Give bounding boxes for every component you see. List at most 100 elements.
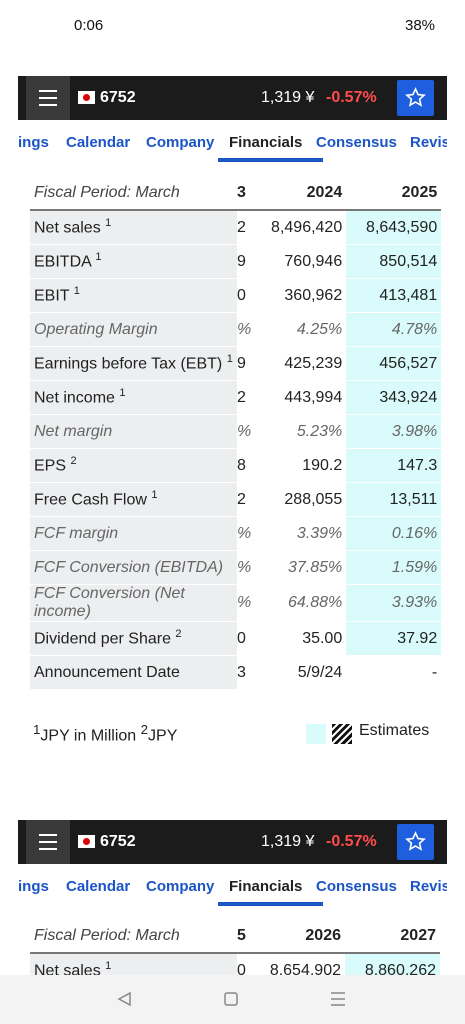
cell: 0: [237, 953, 250, 975]
app-header: 6752 1,319 ¥ -0.57%: [18, 76, 447, 120]
header-row: Fiscal Period: March 5 2026 2027: [30, 920, 440, 954]
row-label: EBIT 1: [30, 278, 237, 313]
row-label: Dividend per Share 2: [30, 621, 237, 656]
footnote-ref: 2: [175, 628, 182, 641]
cell: 443,994: [251, 380, 347, 415]
menu-button[interactable]: [26, 76, 70, 120]
label-text: Net income: [34, 389, 115, 407]
app-header: 6752 1,319 ¥ -0.57%: [18, 820, 447, 864]
tab[interactable]: Revisi: [410, 878, 447, 895]
footnote-text: JPY: [148, 727, 178, 745]
financials-table: Fiscal Period: March 3 2024 2025 Net sales 1…: [30, 177, 442, 690]
ticker: 6752: [100, 833, 136, 850]
cell: 9: [237, 346, 252, 381]
column-header: Fiscal Period: March: [30, 177, 237, 211]
cell: 0.16%: [346, 516, 442, 551]
cell: 3.93%: [346, 584, 442, 622]
footnote-ref: 1: [105, 217, 112, 230]
row-label: Free Cash Flow 1: [30, 482, 237, 517]
watchlist-button[interactable]: [397, 80, 434, 116]
price: 1,319 ¥: [261, 833, 315, 850]
cell: 37.92: [346, 621, 442, 656]
cell: 0: [237, 278, 252, 313]
flag: [78, 835, 95, 848]
row-label: Net margin: [30, 414, 237, 449]
label-text: FCF Conversion (Net income): [34, 585, 185, 620]
cell: 4.78%: [346, 312, 442, 347]
cell: 147.3: [346, 448, 442, 483]
tab[interactable]: Revisi: [410, 134, 447, 151]
row-label: FCF Conversion (EBITDA): [30, 550, 237, 585]
label-text: Earnings before Tax (EBT): [34, 355, 223, 373]
tab[interactable]: Company: [146, 878, 215, 895]
cell: 35.00: [251, 621, 347, 656]
menu-button[interactable]: [26, 820, 70, 864]
tabs: ings Calendar Company Financials Consensus Re…: [18, 124, 447, 162]
table-row: FCF margin% 3.39% 0.16%: [30, 516, 442, 551]
time: 0:06: [74, 17, 104, 34]
cell: 3: [237, 655, 252, 690]
cell: 343,924: [346, 380, 442, 415]
row-label: EPS 2: [30, 448, 237, 483]
legend-text: Estimates: [359, 722, 430, 739]
footnote-mark: 2: [140, 722, 149, 737]
change: -0.57%: [326, 833, 377, 850]
tab[interactable]: Consensus: [316, 878, 397, 895]
nav-bar: [0, 975, 465, 1024]
cell: 456,527: [346, 346, 442, 381]
table-row: Dividend per Share 2 0 35.00 37.92: [30, 621, 442, 656]
tab[interactable]: Company: [146, 134, 215, 151]
label-text: FCF Conversion (EBITDA): [34, 558, 224, 576]
watchlist-button[interactable]: [397, 824, 434, 860]
footnote-ref: 2: [70, 455, 77, 468]
label-text: Operating Margin: [34, 320, 158, 338]
table-row: EBITDA 1 9 760,946 850,514: [30, 244, 442, 279]
tab[interactable]: ings: [18, 878, 49, 895]
tab[interactable]: ings: [18, 134, 49, 151]
table-row: Net margin% 5.23% 3.98%: [30, 414, 442, 449]
cell: %: [237, 584, 252, 622]
footnote-ref: 1: [151, 489, 158, 502]
cell: %: [237, 414, 252, 449]
table-row: FCF Conversion (Net income)% 64.88% 3.93%: [30, 584, 442, 622]
table-row: Net income 1 2 443,994 343,924: [30, 380, 442, 415]
cell: 64.88%: [251, 584, 347, 622]
label-text: Dividend per Share: [34, 630, 171, 648]
financials-table: Fiscal Period: March 5 2026 2027 Net sales 1…: [30, 920, 440, 975]
label-text: FCF margin: [34, 524, 119, 542]
column-header: 2024: [251, 177, 347, 211]
tab[interactable]: Calendar: [66, 134, 131, 151]
row-label: Net sales 1: [30, 953, 237, 975]
row-label: FCF margin: [30, 516, 237, 551]
label-text: Net sales: [34, 219, 101, 237]
column-header: 2025: [346, 177, 442, 211]
column-header: Fiscal Period: March: [30, 920, 237, 954]
tab-underline: [218, 158, 323, 162]
battery: 38%: [405, 17, 436, 34]
cell: 850,514: [346, 244, 442, 279]
cell: %: [237, 312, 252, 347]
cell: 2: [237, 210, 252, 245]
cell: 8,643,590: [346, 210, 442, 245]
cell: %: [237, 516, 252, 551]
tab[interactable]: Financials: [229, 878, 303, 895]
footnote-mark: 1: [33, 722, 41, 737]
footnote: 1JPY in Million 2JPY: [33, 722, 177, 745]
tab[interactable]: Financials: [229, 134, 303, 151]
tab[interactable]: Calendar: [66, 878, 131, 895]
cell: 8,860,262: [345, 953, 440, 975]
cell: 413,481: [346, 278, 442, 313]
row-label: FCF Conversion (Net income): [30, 584, 237, 622]
tab[interactable]: Consensus: [316, 134, 397, 151]
status-bar: 0:06 38%: [0, 0, 465, 45]
cell: 190.2: [251, 448, 347, 483]
column-header: 3: [237, 177, 252, 211]
row-label: Operating Margin: [30, 312, 237, 347]
cell: 5.23%: [251, 414, 347, 449]
cell: 288,055: [251, 482, 347, 517]
cell: 760,946: [251, 244, 347, 279]
column-header: 2026: [250, 920, 345, 954]
label-text: EPS: [34, 457, 67, 475]
price: 1,319 ¥: [261, 89, 315, 106]
